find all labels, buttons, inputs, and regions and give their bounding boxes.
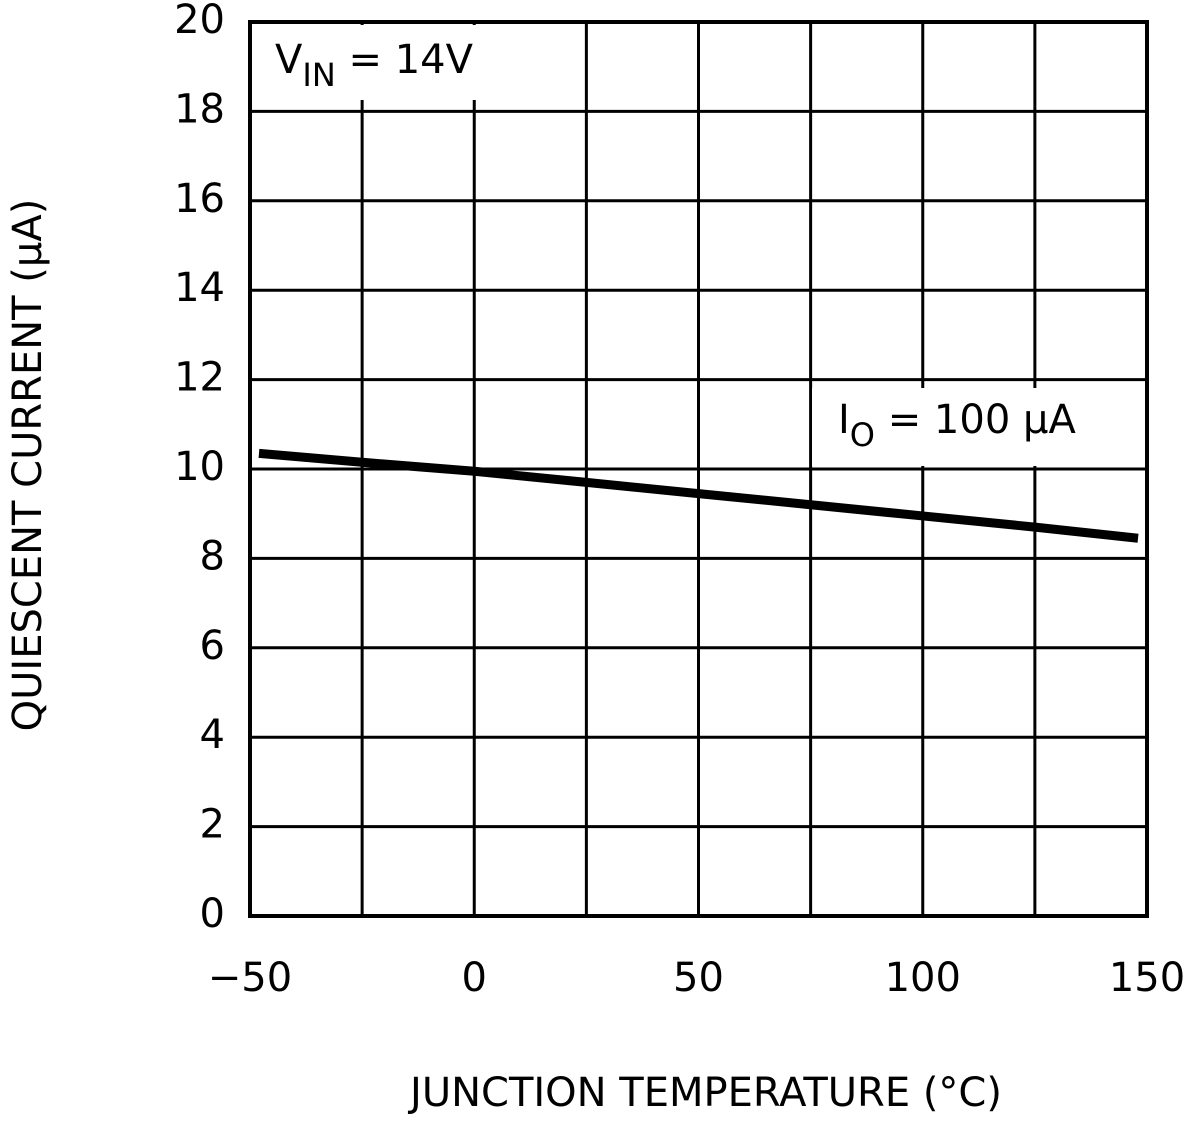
y-tick-label: 20 <box>174 0 225 43</box>
x-tick-label: 50 <box>673 955 724 1001</box>
annotation-main: I <box>838 397 850 443</box>
y-tick-label: 0 <box>200 891 225 937</box>
y-tick-label: 10 <box>174 444 225 490</box>
y-tick-label: 18 <box>174 86 225 132</box>
x-axis-label: JUNCTION TEMPERATURE (°C) <box>407 1070 1002 1116</box>
y-tick-label: 2 <box>200 802 225 848</box>
annotation-subscript: IN <box>302 56 335 94</box>
annotation: IO = 100 μA <box>838 397 1076 454</box>
data-line <box>258 448 1139 543</box>
x-tick-label: 150 <box>1109 955 1185 1001</box>
annotation-main: V <box>275 37 303 83</box>
y-tick-label: 4 <box>200 712 225 758</box>
annotation-background <box>253 25 513 100</box>
y-tick-label: 8 <box>200 533 225 579</box>
annotation-subscript: O <box>850 416 875 454</box>
annotation-background <box>812 388 1122 466</box>
plot-frame <box>248 20 1149 918</box>
y-tick-label: 6 <box>200 623 225 669</box>
y-tick-label: 14 <box>174 265 225 311</box>
y-axis-label: QUIESCENT CURRENT (μA) <box>5 199 51 732</box>
x-tick-label: 100 <box>885 955 961 1001</box>
y-tick-label: 12 <box>174 355 225 401</box>
y-tick-label: 16 <box>174 176 225 222</box>
annotation-rest: = 100 μA <box>875 397 1076 443</box>
annotation: VIN = 14V <box>275 37 474 94</box>
x-tick-label: 0 <box>462 955 487 1001</box>
x-tick-label: −50 <box>208 955 292 1001</box>
annotation-rest: = 14V <box>336 37 474 83</box>
